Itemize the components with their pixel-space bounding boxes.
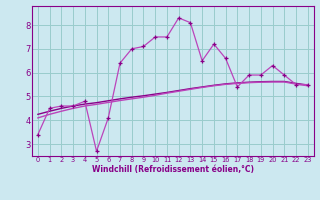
X-axis label: Windchill (Refroidissement éolien,°C): Windchill (Refroidissement éolien,°C) xyxy=(92,165,254,174)
